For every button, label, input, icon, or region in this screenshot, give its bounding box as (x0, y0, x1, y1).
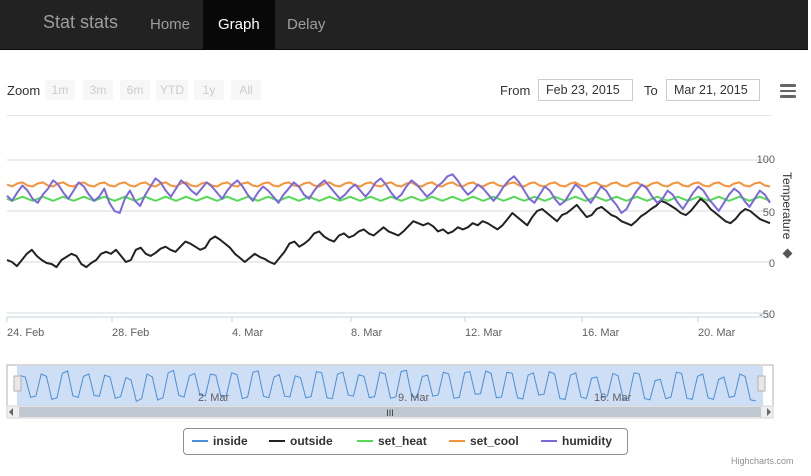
legend-swatch-inside (192, 440, 208, 442)
navigator-series (19, 369, 756, 403)
top-navbar: Stat stats Home Graph Delay (0, 0, 808, 50)
legend-item-inside[interactable]: inside (192, 434, 248, 448)
stock-chart: Zoom 1m 3m 6m YTD 1y All From Feb 23, 20… (0, 50, 811, 476)
credits-link[interactable]: Highcharts.com (731, 456, 794, 466)
navigator-tick-label: 9. Mar (398, 392, 430, 404)
legend-label-set-heat: set_heat (378, 434, 427, 448)
scroll-right-arrow-icon[interactable] (767, 408, 771, 416)
to-label: To (644, 83, 658, 98)
legend: inside outside set_heat set_cool humidit… (183, 428, 628, 455)
legend-label-set-cool: set_cool (470, 434, 519, 448)
series-line-outside (6, 197, 771, 269)
plot-top-rule (7, 115, 771, 116)
to-date-input[interactable]: Mar 21, 2015 (666, 79, 760, 101)
zoom-1m-button[interactable]: 1m (45, 80, 75, 100)
zoom-label: Zoom (7, 83, 41, 98)
from-date-input[interactable]: Feb 23, 2015 (538, 79, 633, 101)
x-tick-label: 12. Mar (465, 327, 503, 339)
series-line-humidity (6, 173, 771, 214)
legend-label-humidity: humidity (562, 434, 612, 448)
y-tick-label: 100 (757, 154, 775, 166)
y-tick-label: 50 (763, 207, 775, 219)
legend-swatch-outside (269, 440, 285, 442)
legend-label-outside: outside (290, 434, 333, 448)
diamond-icon (782, 248, 793, 259)
zoom-ytd-button[interactable]: YTD (156, 80, 188, 100)
series-line-set-cool (6, 181, 771, 188)
y-tick-label: 0 (769, 258, 775, 270)
legend-item-humidity[interactable]: humidity (541, 434, 612, 448)
hamburger-menu-icon[interactable] (780, 84, 796, 98)
legend-label-inside: inside (213, 434, 248, 448)
scrollbar-grip: III (386, 408, 394, 418)
legend-item-set-cool[interactable]: set_cool (449, 434, 519, 448)
brand[interactable]: Stat stats (43, 12, 119, 32)
legend-item-outside[interactable]: outside (269, 434, 333, 448)
chart-svg: 24. Feb 28. Feb 4. Mar 8. Mar 12. Mar 16. Mar… (6, 154, 794, 419)
y-tick-label: -50 (759, 309, 775, 321)
navigator-left-handle[interactable] (13, 375, 22, 392)
navigator-selected-range (17, 366, 763, 406)
legend-swatch-set-cool (449, 440, 465, 442)
x-tick-label: 28. Feb (112, 327, 149, 339)
scroll-left-arrow-icon[interactable] (9, 408, 13, 416)
navigator-right-handle[interactable] (757, 375, 766, 392)
navigator-tick-label: 16. Mar (594, 392, 632, 404)
zoom-all-button[interactable]: All (231, 80, 261, 100)
x-tick-label: 16. Mar (582, 327, 620, 339)
x-tick-label: 8. Mar (351, 327, 383, 339)
zoom-1y-button[interactable]: 1y (194, 80, 224, 100)
zoom-3m-button[interactable]: 3m (83, 80, 113, 100)
legend-swatch-set-heat (357, 440, 373, 442)
navigator-tick-label: 2. Mar (198, 392, 230, 404)
nav-delay[interactable]: Delay (287, 16, 326, 33)
y-axis-title: Temperature (780, 172, 794, 240)
nav-graph[interactable]: Graph (203, 0, 275, 49)
zoom-6m-button[interactable]: 6m (120, 80, 150, 100)
nav-home[interactable]: Home (150, 16, 191, 33)
x-tick-label: 24. Feb (7, 327, 44, 339)
legend-swatch-humidity (541, 440, 557, 442)
x-tick-label: 4. Mar (232, 327, 264, 339)
from-label: From (500, 83, 531, 98)
scrollbar-thumb[interactable] (19, 407, 761, 417)
legend-item-set-heat[interactable]: set_heat (357, 434, 427, 448)
x-tick-label: 20. Mar (698, 327, 736, 339)
